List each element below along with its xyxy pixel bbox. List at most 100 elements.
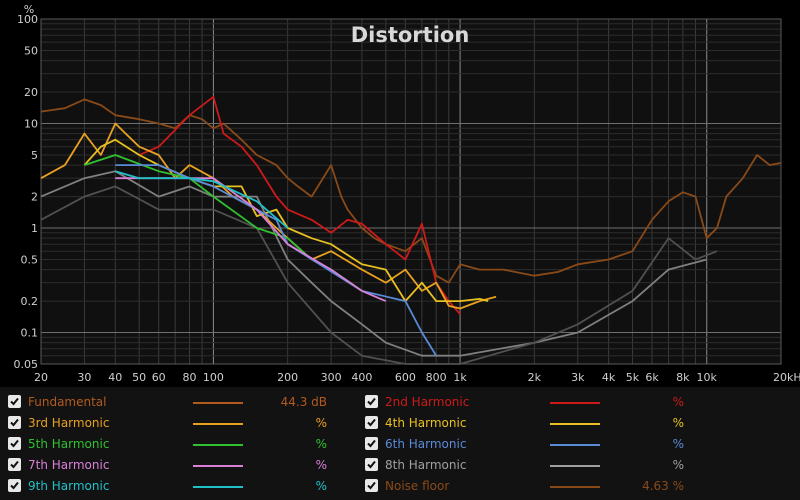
legend-value: 4.63 %	[642, 479, 684, 493]
legend-value: 44.3 dB	[280, 395, 327, 409]
legend-item-noise-floor: Noise floor 4.63 %	[365, 476, 715, 496]
legend-checkbox-7th-harmonic[interactable]	[8, 458, 21, 471]
y-tick-label: 50	[24, 44, 38, 57]
legend-label: 9th Harmonic	[28, 479, 110, 493]
legend-value: %	[672, 458, 684, 472]
x-tick-label: 100	[203, 371, 224, 384]
legend-value: %	[672, 437, 684, 451]
legend-label: 3rd Harmonic	[28, 416, 110, 430]
x-tick-label: 6k	[645, 371, 659, 384]
x-tick-label: 60	[152, 371, 166, 384]
legend-swatch-line	[550, 465, 600, 467]
series-line-6th-harmonic	[115, 164, 437, 357]
chart-title: Distortion	[351, 23, 470, 47]
y-tick-label: 0.5	[21, 253, 39, 266]
series-line-3rd-harmonic	[40, 122, 497, 310]
legend-panel: Fundamental 44.3 dB 2nd Harmonic% 3rd Harmo…	[0, 387, 800, 500]
x-tick-label: 4k	[602, 371, 616, 384]
legend-swatch-line	[193, 402, 243, 404]
x-tick-label: 10k	[697, 371, 718, 384]
legend-checkbox-6th-harmonic[interactable]	[365, 437, 378, 450]
checkmark-icon	[367, 460, 376, 469]
legend-checkbox-fundamental[interactable]	[8, 395, 21, 408]
legend-item-8th-harmonic: 8th Harmonic%	[365, 455, 715, 475]
x-tick-label: 2k	[528, 371, 542, 384]
x-tick-label: 20kHz	[773, 371, 800, 384]
y-tick-label: 2	[31, 191, 38, 204]
checkmark-icon	[367, 418, 376, 427]
legend-swatch-line	[193, 423, 243, 425]
legend-checkbox-4th-harmonic[interactable]	[365, 416, 378, 429]
y-tick-label: 0.1	[21, 327, 39, 340]
x-tick-label: 300	[321, 371, 342, 384]
series-line-fundamental-dim	[40, 185, 718, 365]
legend-label: 4th Harmonic	[385, 416, 467, 430]
checkmark-icon	[367, 481, 376, 490]
legend-value: %	[315, 458, 327, 472]
legend-value: %	[672, 395, 684, 409]
legend-label: 8th Harmonic	[385, 458, 467, 472]
x-tick-label: 5k	[626, 371, 640, 384]
legend-label: 2nd Harmonic	[385, 395, 470, 409]
legend-checkbox-9th-harmonic[interactable]	[8, 479, 21, 492]
legend-item-2nd-harmonic: 2nd Harmonic%	[365, 392, 715, 412]
legend-item-5th-harmonic: 5th Harmonic%	[8, 434, 358, 454]
legend-checkbox-noise-floor[interactable]	[365, 479, 378, 492]
legend-swatch-line	[193, 444, 243, 446]
legend-label: 5th Harmonic	[28, 437, 110, 451]
x-tick-label: 50	[132, 371, 146, 384]
legend-value: %	[315, 437, 327, 451]
checkmark-icon	[10, 418, 19, 427]
checkmark-icon	[10, 481, 19, 490]
x-tick-label: 200	[277, 371, 298, 384]
legend-item-3rd-harmonic: 3rd Harmonic%	[8, 413, 358, 433]
series-line-9th-harmonic	[115, 170, 289, 229]
legend-swatch-line	[550, 402, 600, 404]
legend-value: %	[315, 479, 327, 493]
x-tick-label: 3k	[571, 371, 585, 384]
legend-checkbox-3rd-harmonic[interactable]	[8, 416, 21, 429]
legend-item-fundamental: Fundamental 44.3 dB	[8, 392, 358, 412]
checkmark-icon	[10, 460, 19, 469]
legend-checkbox-8th-harmonic[interactable]	[365, 458, 378, 471]
legend-swatch-line	[550, 423, 600, 425]
legend-checkbox-5th-harmonic[interactable]	[8, 437, 21, 450]
legend-swatch-line	[550, 486, 600, 488]
legend-item-4th-harmonic: 4th Harmonic%	[365, 413, 715, 433]
legend-label: 7th Harmonic	[28, 458, 110, 472]
x-tick-label: 1k	[453, 371, 467, 384]
y-tick-label: 10	[24, 118, 38, 131]
legend-label: Noise floor	[385, 479, 450, 493]
x-tick-label: 20	[34, 371, 48, 384]
y-tick-label: 20	[24, 86, 38, 99]
series-line-2nd-harmonic	[138, 95, 461, 315]
y-tick-label: 0.2	[21, 295, 39, 308]
plot-area	[41, 19, 781, 364]
checkmark-icon	[10, 439, 19, 448]
y-tick-label: 100	[17, 13, 38, 26]
legend-item-6th-harmonic: 6th Harmonic%	[365, 434, 715, 454]
x-tick-label: 600	[395, 371, 416, 384]
legend-checkbox-2nd-harmonic[interactable]	[365, 395, 378, 408]
x-tick-label: 80	[183, 371, 197, 384]
checkmark-icon	[367, 439, 376, 448]
legend-value: %	[315, 416, 327, 430]
legend-item-7th-harmonic: 7th Harmonic%	[8, 455, 358, 475]
legend-value: %	[672, 416, 684, 430]
x-tick-label: 800	[426, 371, 447, 384]
legend-swatch-line	[193, 465, 243, 467]
y-unit-label: %	[24, 3, 34, 16]
legend-item-9th-harmonic: 9th Harmonic%	[8, 476, 358, 496]
legend-label: Fundamental	[28, 395, 107, 409]
legend-label: 6th Harmonic	[385, 437, 467, 451]
x-tick-label: 30	[77, 371, 91, 384]
x-tick-label: 40	[108, 371, 122, 384]
series-line-8th-harmonic	[40, 170, 707, 357]
chart-svg: 100 50 20 10 5 2 1 0.5 0.2 0.1 0.05% 20 30 40 50 60 80 10…	[14, 3, 800, 384]
legend-swatch-line	[193, 486, 243, 488]
legend-swatch-line	[550, 444, 600, 446]
y-tick-label: 5	[31, 149, 38, 162]
distortion-chart: 100 50 20 10 5 2 1 0.5 0.2 0.1 0.05% 20 30 40 50 60 80 10…	[13, 3, 800, 384]
x-tick-label: 8k	[676, 371, 690, 384]
checkmark-icon	[367, 397, 376, 406]
